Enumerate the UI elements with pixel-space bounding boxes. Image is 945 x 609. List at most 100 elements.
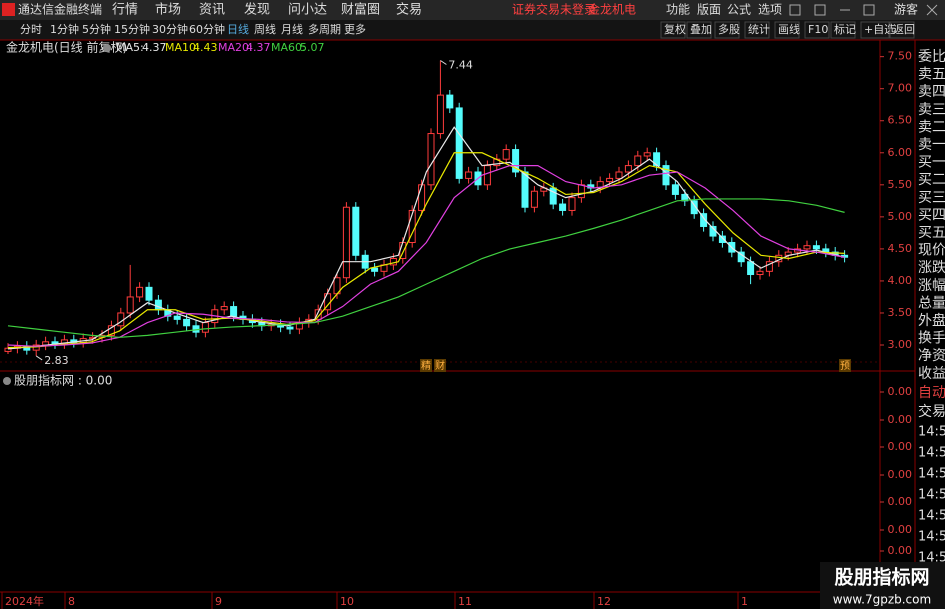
watermark-url: www.7gpzb.com [833, 593, 931, 607]
menu-item[interactable]: 版面 [697, 3, 721, 17]
event-marker-bg[interactable] [839, 359, 851, 372]
toolbar-button[interactable]: 叠加 [690, 23, 712, 36]
candle-body [577, 184, 585, 199]
toolbar-button-bg[interactable] [889, 21, 915, 39]
menu-item[interactable]: 资讯 [199, 3, 225, 18]
toolbar-button-bg[interactable] [660, 21, 686, 39]
menu-item[interactable]: 行情 [112, 3, 138, 18]
event-marker-bg[interactable] [420, 359, 432, 372]
settings-icon[interactable] [3, 377, 11, 385]
trade-label[interactable]: 自动 [918, 385, 945, 401]
menu-item[interactable]: 市场 [155, 2, 181, 18]
toolbar-button[interactable]: 标记 [834, 22, 856, 36]
chart-title: 金龙机电(日线 前复权) [6, 40, 127, 55]
menu-item[interactable]: 发现 [244, 2, 270, 18]
trade-label[interactable]: 交易 [918, 403, 945, 420]
period-tab[interactable]: 月线 [281, 22, 303, 36]
menu-item[interactable]: 公式 [727, 3, 751, 17]
quote-label: 卖五 [918, 67, 945, 83]
indicator-axis-label: 0.00 [888, 468, 913, 481]
quote-label: 卖四 [918, 84, 945, 100]
candle-body [230, 306, 238, 317]
tick-time: 14:56 [918, 530, 945, 545]
guest-label[interactable]: 游客 [894, 2, 918, 17]
window-button[interactable] [789, 4, 801, 16]
toolbar-button-bg[interactable] [830, 21, 856, 39]
quote-label: 委比 [918, 49, 945, 65]
indicator-axis-label: 0.00 [888, 413, 913, 426]
quote-label: 买三 [918, 190, 945, 206]
period-tab[interactable]: 30分钟 [152, 22, 188, 36]
menu-item[interactable]: 财富圈 [341, 2, 380, 18]
candle-body [671, 184, 679, 195]
event-marker[interactable]: 预 [840, 360, 850, 372]
window-button[interactable] [814, 4, 826, 16]
period-tab[interactable]: 日线 [227, 22, 249, 36]
event-marker-bg[interactable] [434, 359, 446, 372]
window-controls[interactable] [789, 4, 938, 16]
window-button[interactable] [926, 4, 938, 16]
tick-time: 14:56 [918, 509, 945, 524]
toolbar-button-bg[interactable] [804, 21, 830, 39]
event-marker[interactable]: 财 [435, 359, 445, 372]
legend-value: 5.07 [300, 41, 325, 54]
candle-body [117, 312, 125, 327]
settings-icon[interactable] [103, 44, 111, 52]
date-label: 8 [68, 595, 75, 608]
quote-label: 卖三 [918, 102, 945, 118]
toolbar-button[interactable]: F10 [808, 23, 828, 36]
period-tab[interactable]: 周线 [254, 22, 276, 36]
toolbar-button-bg[interactable] [686, 21, 712, 39]
period-tab[interactable]: 5分钟 [82, 22, 111, 36]
candle-body [549, 187, 557, 205]
window-button[interactable] [863, 4, 875, 16]
date-label: 1 [741, 595, 748, 608]
event-marker[interactable]: 精 [421, 359, 431, 372]
indicator-axis-label: 0.00 [888, 440, 913, 453]
candle-body [314, 309, 322, 320]
candle-body [530, 190, 538, 208]
tick-time: 14:56 [918, 425, 945, 440]
menu-stock: 金龙机电 [588, 2, 636, 17]
toolbar-button-bg[interactable] [774, 21, 800, 39]
candle-body [615, 171, 623, 179]
toolbar-button[interactable]: 复权 [664, 22, 686, 36]
period-tab[interactable]: 分时 [20, 23, 42, 36]
toolbar-button[interactable]: 返回 [893, 23, 915, 36]
watermark-box [820, 562, 945, 609]
candle-body [173, 315, 181, 320]
y-tick-label: 3.00 [888, 338, 913, 351]
quote-label: 卖一 [918, 137, 945, 153]
toolbar-button-bg[interactable] [744, 21, 770, 39]
toolbar-button-bg[interactable] [714, 21, 740, 39]
candle-body [342, 206, 350, 279]
toolbar-button[interactable]: 统计 [748, 23, 770, 36]
logo [2, 3, 15, 16]
candle-body [126, 296, 134, 314]
indicator-axis-label: 0.00 [888, 385, 913, 398]
toolbar-button-bg[interactable] [860, 21, 890, 39]
period-tab[interactable]: 60分钟 [189, 22, 225, 36]
candle-body [803, 245, 811, 250]
date-label: 10 [340, 595, 354, 608]
menu-item[interactable]: 问小达 [288, 3, 327, 18]
candle-body [690, 200, 698, 215]
login-notice[interactable]: 证券交易未登录 [512, 2, 596, 17]
period-tab[interactable]: 1分钟 [50, 22, 79, 36]
toolbar-button[interactable]: +自选 [864, 23, 895, 36]
menu-item[interactable]: 选项 [758, 3, 782, 17]
quote-label: 涨幅 [918, 278, 945, 294]
period-tab[interactable]: 多周期 [308, 22, 341, 36]
period-tab[interactable]: 15分钟 [114, 22, 150, 36]
period-tab[interactable]: 更多 [344, 22, 366, 36]
candle-body [286, 326, 294, 330]
toolbar-button[interactable]: 多股 [718, 22, 740, 36]
candle-body [154, 299, 162, 311]
menu-item[interactable]: 功能 [666, 3, 690, 17]
candle-body [455, 107, 463, 179]
quote-label: 总量 [918, 295, 945, 311]
candle-body [465, 171, 473, 179]
toolbar-button[interactable]: 画线 [778, 22, 800, 36]
menu-item[interactable]: 交易 [396, 2, 422, 18]
